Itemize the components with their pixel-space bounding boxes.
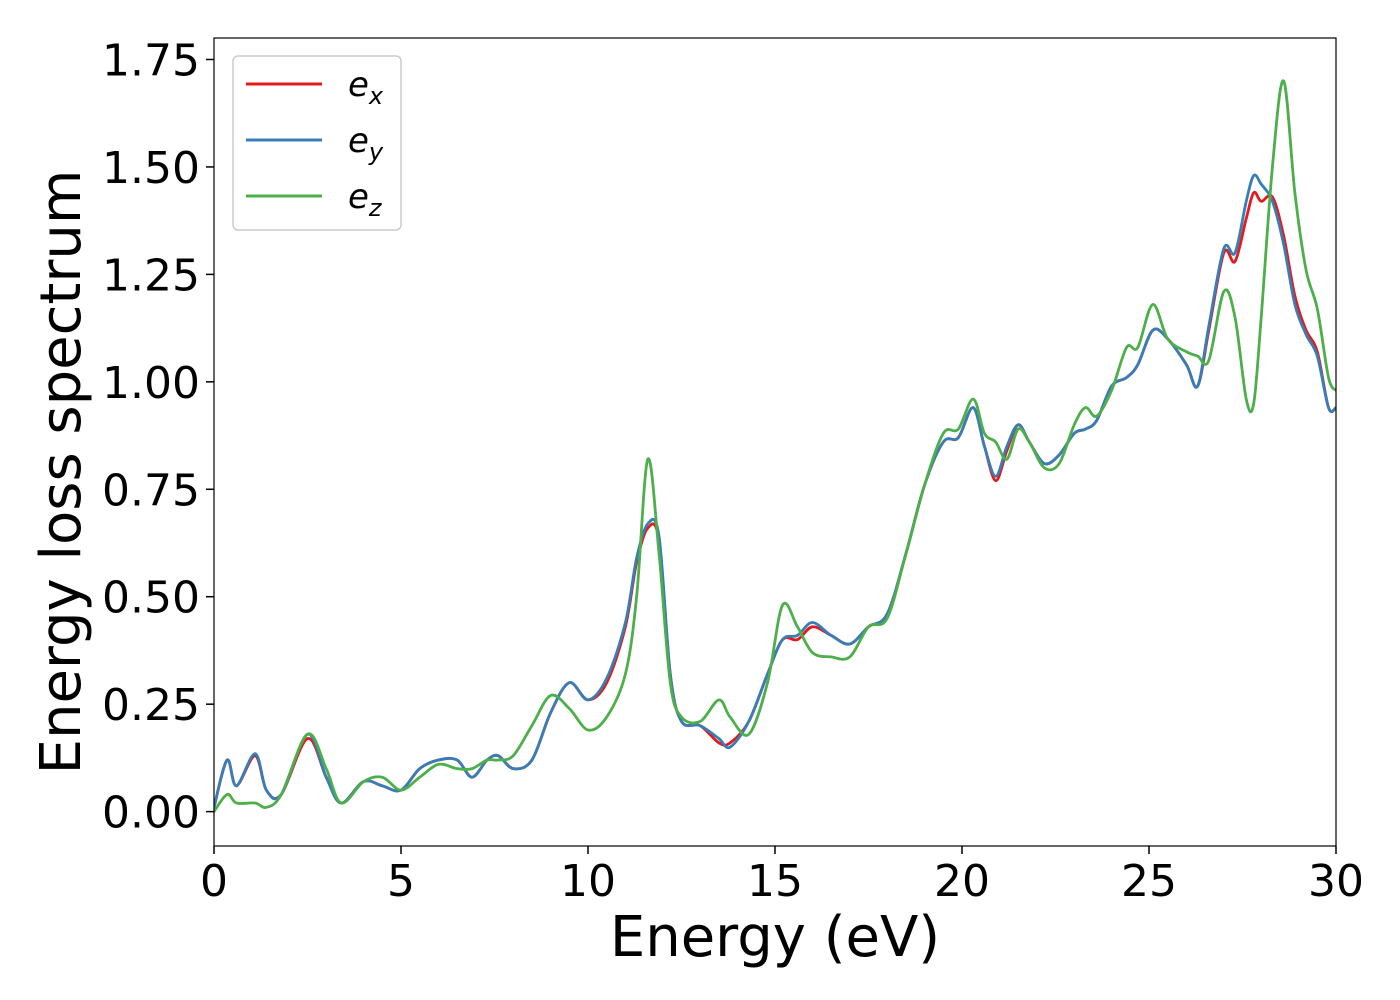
legend-label-subscript: x: [368, 82, 384, 110]
y-tick-label: 0.00: [102, 788, 200, 839]
legend-box: [232, 55, 402, 231]
x-axis: 0 5 10 15 20 25 30: [200, 846, 1364, 907]
y-tick-label: 1.75: [102, 35, 200, 86]
legend-label-base: e: [348, 177, 369, 217]
y-tick-label: 0.75: [102, 465, 200, 516]
y-tick-label: 0.25: [102, 680, 200, 731]
x-tick-label: 5: [387, 856, 415, 907]
y-axis: 0.00 0.25 0.50 0.75 1.00 1.25 1.50 1.75: [102, 35, 214, 839]
x-tick-label: 25: [1121, 856, 1177, 907]
legend-label-subscript: z: [368, 194, 383, 222]
legend-label-z: ez: [348, 177, 383, 222]
legend-label-base: e: [348, 121, 369, 161]
y-axis-label: Energy loss spectrum: [29, 170, 94, 775]
legend-label-x: ex: [348, 65, 384, 110]
x-axis-label: Energy (eV): [610, 905, 940, 970]
legend-label-subscript: y: [368, 138, 384, 166]
series-line-z: [214, 79, 1336, 814]
x-tick-label: 30: [1308, 856, 1364, 907]
y-tick-label: 0.50: [102, 573, 200, 624]
x-tick-label: 20: [934, 856, 990, 907]
y-tick-label: 1.25: [102, 250, 200, 301]
series-layer: [214, 79, 1336, 814]
legend-label-base: e: [348, 65, 369, 105]
y-tick-label: 1.00: [102, 358, 200, 409]
legend-label-y: ey: [348, 121, 384, 166]
x-tick-label: 0: [200, 856, 228, 907]
series-line-y: [214, 173, 1336, 809]
x-tick-label: 15: [747, 856, 803, 907]
x-tick-label: 10: [560, 856, 616, 907]
y-tick-label: 1.50: [102, 143, 200, 194]
